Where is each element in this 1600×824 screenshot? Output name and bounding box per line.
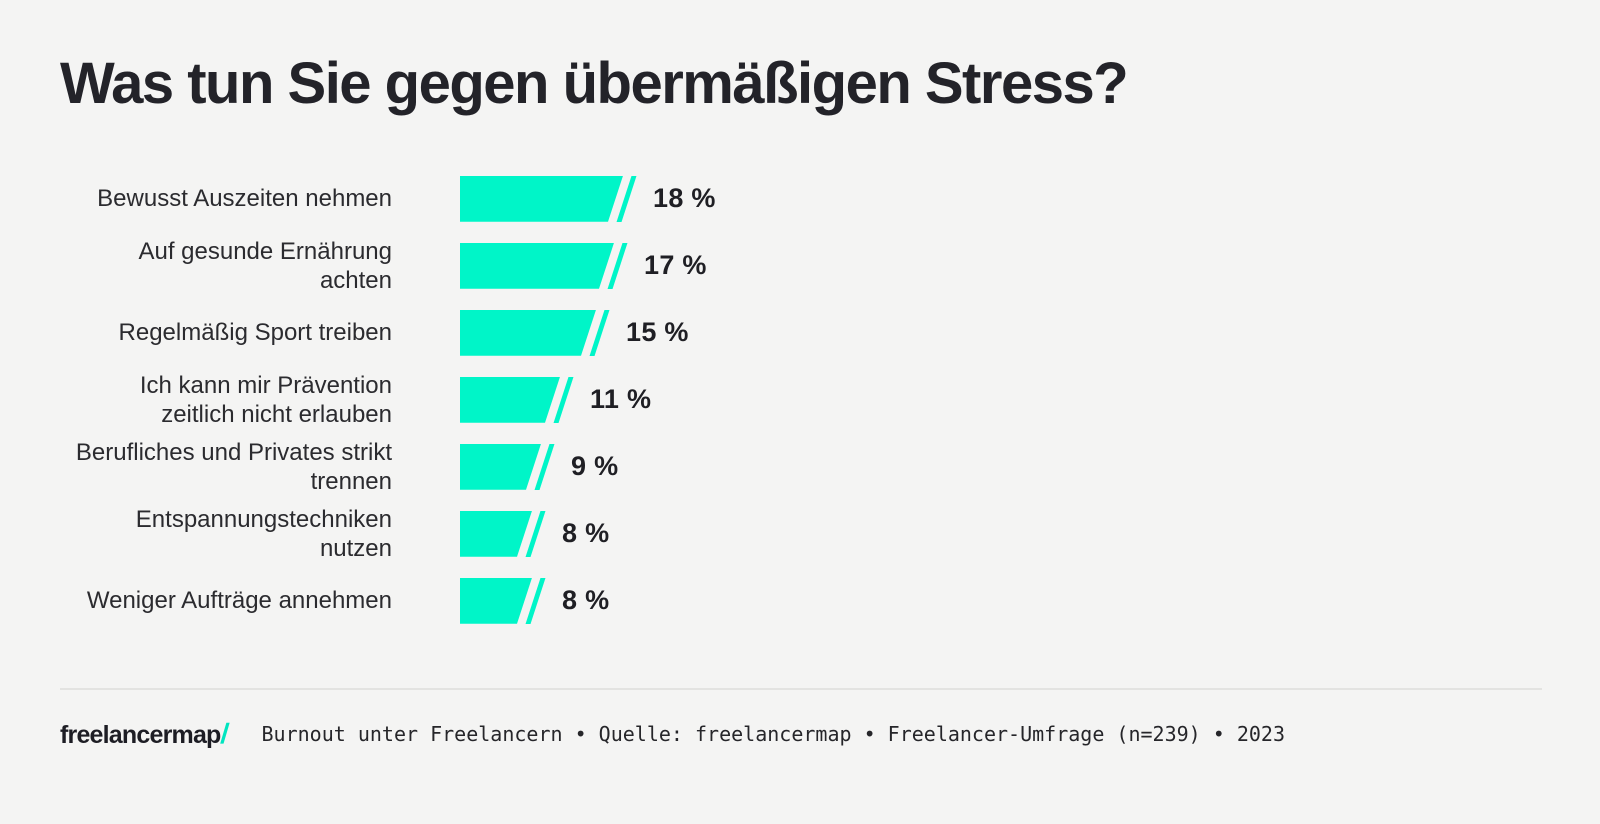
bar-value-label: 8 % <box>562 518 610 549</box>
bar-value-label: 9 % <box>571 451 619 482</box>
bar-category-label: Auf gesunde Ernährung achten <box>138 237 392 294</box>
source-caption: Burnout unter Freelancern • Quelle: free… <box>261 721 1286 746</box>
bar-value-label: 15 % <box>626 317 689 348</box>
bar <box>460 243 614 289</box>
bar-chart: Bewusst Auszeiten nehmen 18 % Auf gesund… <box>60 175 1540 624</box>
bar-value-label: 8 % <box>562 585 610 616</box>
bar-row: Berufliches und Privates strikt trennen … <box>60 439 1540 495</box>
bar-area: 9 % <box>460 443 619 490</box>
freelancermap-logo: freelancermap/ <box>60 718 229 750</box>
page-title: Was tun Sie gegen übermäßigen Stress? <box>60 51 1129 116</box>
footer: freelancermap/ Burnout unter Freelancern… <box>60 718 1540 750</box>
bar <box>460 578 532 624</box>
bar-category-label: Bewusst Auszeiten nehmen <box>97 185 392 213</box>
bar-row: Auf gesunde Ernährung achten 17 % <box>60 238 1540 294</box>
bar-area: 8 % <box>460 510 610 557</box>
bar-row: Regelmäßig Sport treiben 15 % <box>60 309 1540 356</box>
bar <box>460 377 560 423</box>
bar-row: Weniger Aufträge annehmen 8 % <box>60 577 1540 624</box>
bar-value-label: 11 % <box>590 384 652 415</box>
bar <box>460 176 623 222</box>
bar-row: Ich kann mir Prävention zeitlich nicht e… <box>60 372 1540 428</box>
bar-row: Entspannungstechniken nutzen 8 % <box>60 506 1540 562</box>
bar-value-label: 17 % <box>644 250 707 281</box>
bar-area: 11 % <box>460 376 652 423</box>
bar-category-label: Regelmäßig Sport treiben <box>118 319 392 347</box>
bar-category-label: Weniger Aufträge annehmen <box>86 587 392 615</box>
bar-area: 15 % <box>460 309 689 356</box>
bar-area: 18 % <box>460 175 716 222</box>
bar <box>460 444 541 490</box>
bar <box>460 511 532 557</box>
logo-text: freelancermap <box>60 720 221 749</box>
bar-area: 17 % <box>460 242 707 289</box>
bar <box>460 310 596 356</box>
divider <box>60 687 1542 690</box>
bar-area: 8 % <box>460 577 610 624</box>
bar-category-label: Ich kann mir Prävention zeitlich nicht e… <box>139 371 392 428</box>
bar-value-label: 18 % <box>653 183 716 214</box>
bar-category-label: Berufliches und Privates strikt trennen <box>75 438 392 495</box>
bar-category-label: Entspannungstechniken nutzen <box>135 505 392 562</box>
bar-row: Bewusst Auszeiten nehmen 18 % <box>60 175 1540 222</box>
